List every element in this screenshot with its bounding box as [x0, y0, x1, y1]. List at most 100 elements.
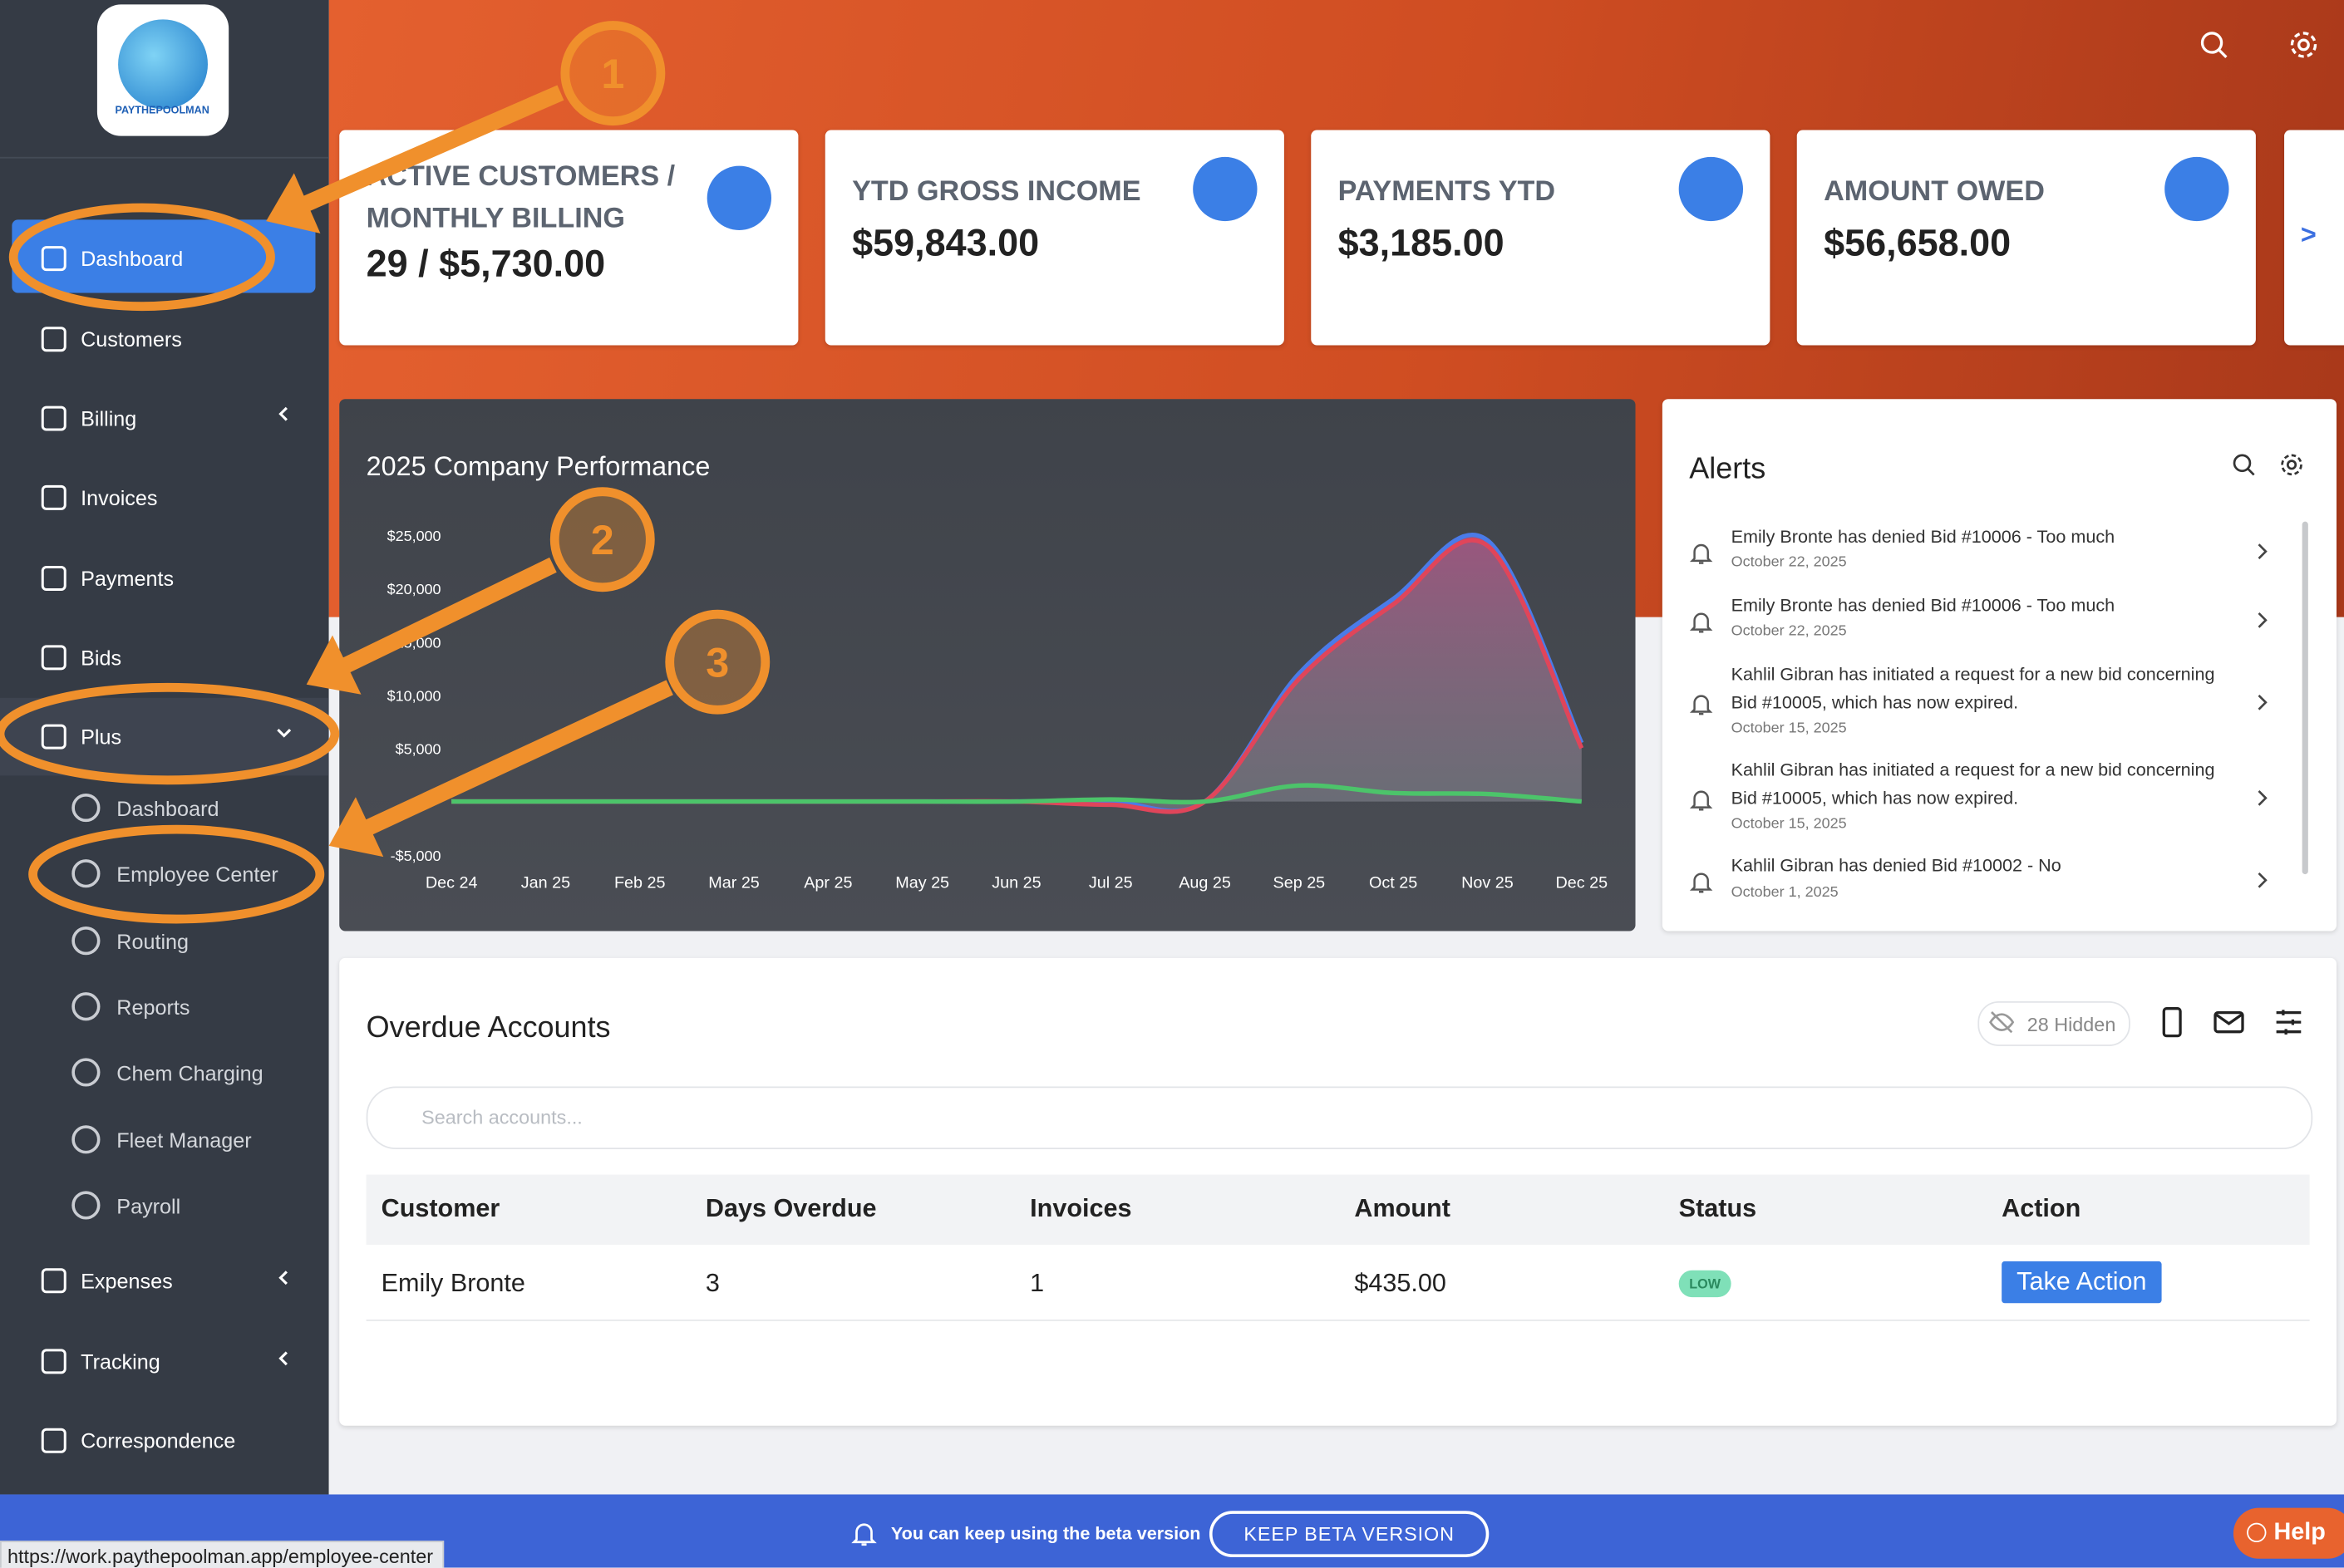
nav-icon	[41, 406, 66, 431]
alert-bell	[1689, 872, 1713, 893]
column-header: Days Overdue	[705, 1193, 877, 1223]
overdue-card: Overdue Accounts 28 Hidden Search accounts…	[339, 957, 2337, 1426]
alert-chevron	[2258, 543, 2268, 559]
alert-chevron	[2258, 790, 2268, 806]
hidden-label: 28 Hidden	[2026, 1013, 2116, 1036]
sub-nav-item[interactable]: Reports	[116, 995, 190, 1020]
filter-icon	[2276, 1010, 2302, 1035]
nav-icon	[41, 566, 66, 591]
stat-value: $56,658.00	[1824, 222, 2012, 265]
alert-text[interactable]: Kahlil Gibran has denied Bid #10002 - No	[1731, 854, 2061, 876]
sub-nav-circle	[71, 1191, 101, 1220]
hidden-pill[interactable]: 28 Hidden	[1977, 1000, 2130, 1046]
sub-nav-item[interactable]: Payroll	[116, 1193, 181, 1218]
help-icon	[2247, 1522, 2267, 1543]
search-icon	[2200, 32, 2228, 58]
column-header: Invoices	[1030, 1193, 1132, 1223]
alert-date: October 22, 2025	[1731, 554, 1847, 572]
logo-box: PAYTHEPOOLMAN	[96, 4, 229, 136]
nav-item[interactable]: Customers	[81, 327, 182, 351]
stat-card: PAYMENTS YTD $3,185.00	[1311, 130, 1770, 346]
table-header-bg	[366, 1174, 2310, 1246]
stat-icon	[1193, 156, 1258, 222]
chart-card	[339, 399, 1636, 931]
overdue-title: Overdue Accounts	[366, 1011, 611, 1045]
keep-beta-button[interactable]: KEEP BETA VERSION	[1209, 1511, 1490, 1558]
nav-item[interactable]: Plus	[81, 725, 122, 750]
alert-date: October 1, 2025	[1731, 884, 1839, 902]
sub-nav-item[interactable]: Employee Center	[116, 862, 278, 887]
stats-next[interactable]: >	[2300, 219, 2317, 250]
status-url: https://work.paythepoolman.app/employee-…	[0, 1541, 444, 1568]
stat-value: $3,185.00	[1337, 222, 1504, 265]
nav-item[interactable]: Tracking	[81, 1349, 160, 1374]
sub-nav-item[interactable]: Fleet Manager	[116, 1128, 252, 1153]
alert-chevron	[2258, 612, 2268, 627]
column-header: Customer	[381, 1193, 500, 1223]
nav-item[interactable]: Correspondence	[81, 1428, 236, 1453]
alerts-search	[2233, 454, 2255, 476]
stat-card: YTD GROSS INCOME $59,843.00	[825, 130, 1284, 346]
column-header: Action	[2002, 1193, 2081, 1223]
scrollbar	[2302, 521, 2308, 875]
nav-item[interactable]: Payments	[81, 566, 175, 591]
stat-icon	[2164, 156, 2229, 222]
alert-bell	[1689, 543, 1713, 563]
logo-text: PAYTHEPOOLMAN	[115, 106, 209, 117]
alert-date: October 22, 2025	[1731, 622, 1847, 640]
table-cell: 3	[705, 1268, 720, 1298]
sub-nav-circle	[71, 927, 101, 956]
footer-message: You can keep using the beta version	[890, 1522, 1201, 1544]
alert-bell	[1689, 612, 1713, 632]
stat-card: ACTIVE CUSTOMERS / MONTHLY BILLING 29 / $…	[339, 130, 799, 346]
alerts-settings	[2281, 454, 2302, 476]
footer-bell	[851, 1523, 877, 1546]
table-cell: Emily Bronte	[381, 1268, 525, 1298]
help-button[interactable]: Help	[2233, 1507, 2344, 1559]
search-box[interactable]: Search accounts...	[366, 1086, 2313, 1150]
nav-item[interactable]: Invoices	[81, 485, 158, 510]
mail-icon	[2214, 1010, 2244, 1034]
nav-chevron	[277, 728, 292, 738]
nav-chevron	[278, 1271, 288, 1285]
stat-title: YTD GROSS INCOME	[852, 176, 1141, 208]
alert-chevron	[2258, 694, 2268, 710]
search-placeholder: Search accounts...	[421, 1105, 583, 1128]
sub-nav-circle	[71, 859, 101, 888]
column-header: Amount	[1354, 1193, 1450, 1223]
sub-nav-circle	[71, 1058, 101, 1087]
alert-text[interactable]: Kahlil Gibran has initiated a request fo…	[1731, 663, 2215, 712]
settings-icon	[2290, 32, 2317, 58]
table-row-line	[366, 1320, 2310, 1321]
nav-chevron	[278, 406, 288, 421]
help-label: Help	[2273, 1520, 2326, 1546]
sub-nav-item[interactable]: Chem Charging	[116, 1060, 263, 1085]
alert-text[interactable]: Emily Bronte has denied Bid #10006 - Too…	[1731, 594, 2115, 616]
hidden-icon	[1989, 1011, 2015, 1034]
table-cell: $435.00	[1354, 1268, 1446, 1298]
nav-item[interactable]: Dashboard	[81, 246, 184, 271]
nav-item[interactable]: Expenses	[81, 1268, 173, 1293]
take-action-button[interactable]: Take Action	[2002, 1261, 2162, 1304]
nav-icon	[41, 1349, 66, 1374]
column-header: Status	[1678, 1193, 1757, 1223]
nav-item[interactable]: Bids	[81, 645, 122, 670]
alert-date: October 15, 2025	[1731, 815, 1847, 833]
nav-icon	[41, 645, 66, 671]
sub-nav-item[interactable]: Routing	[116, 929, 190, 954]
mobile-icon	[2162, 1007, 2182, 1038]
table-cell: 1	[1030, 1268, 1045, 1298]
sub-nav-circle	[71, 992, 101, 1021]
sub-nav-item[interactable]: Dashboard	[116, 796, 219, 821]
status-badge: LOW	[1678, 1270, 1731, 1298]
alert-text[interactable]: Emily Bronte has denied Bid #10006 - Too…	[1731, 526, 2115, 548]
sub-nav-circle	[71, 1125, 101, 1154]
alert-chevron	[2258, 872, 2268, 888]
nav-icon	[41, 1268, 66, 1294]
nav-item[interactable]: Billing	[81, 406, 137, 430]
nav-icon	[41, 327, 66, 352]
alert-bell	[1689, 695, 1713, 715]
alert-text[interactable]: Kahlil Gibran has initiated a request fo…	[1731, 759, 2215, 809]
